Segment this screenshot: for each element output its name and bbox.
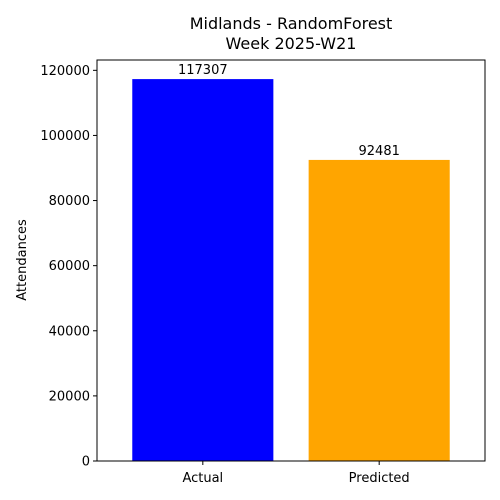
chart-title-line-2: Week 2025-W21	[226, 34, 357, 53]
data-label-actual: 117307	[178, 63, 228, 78]
chart-title-line-1: Midlands - RandomForest	[190, 14, 393, 33]
plot-frame	[96, 59, 486, 462]
y-tick-label: 40000	[49, 324, 90, 339]
y-axis-ticks: 0 20000 40000 60000 80000 100000 120000	[40, 64, 97, 470]
y-tick-label: 20000	[49, 389, 90, 404]
y-tick-label: 80000	[49, 194, 90, 209]
y-tick-label: 0	[82, 455, 90, 470]
bar-predicted	[308, 159, 450, 462]
x-tick-label: Predicted	[349, 471, 410, 486]
bars-group: 117307 92481	[132, 63, 450, 462]
bar-actual	[132, 79, 274, 462]
y-tick-label: 120000	[40, 64, 90, 79]
y-axis-label: Attendances	[15, 219, 30, 301]
x-axis-ticks: Actual Predicted	[182, 461, 410, 486]
x-tick-label: Actual	[182, 471, 223, 486]
data-label-predicted: 92481	[359, 144, 400, 159]
y-tick-label: 100000	[40, 129, 90, 144]
y-tick-label: 60000	[49, 259, 90, 274]
